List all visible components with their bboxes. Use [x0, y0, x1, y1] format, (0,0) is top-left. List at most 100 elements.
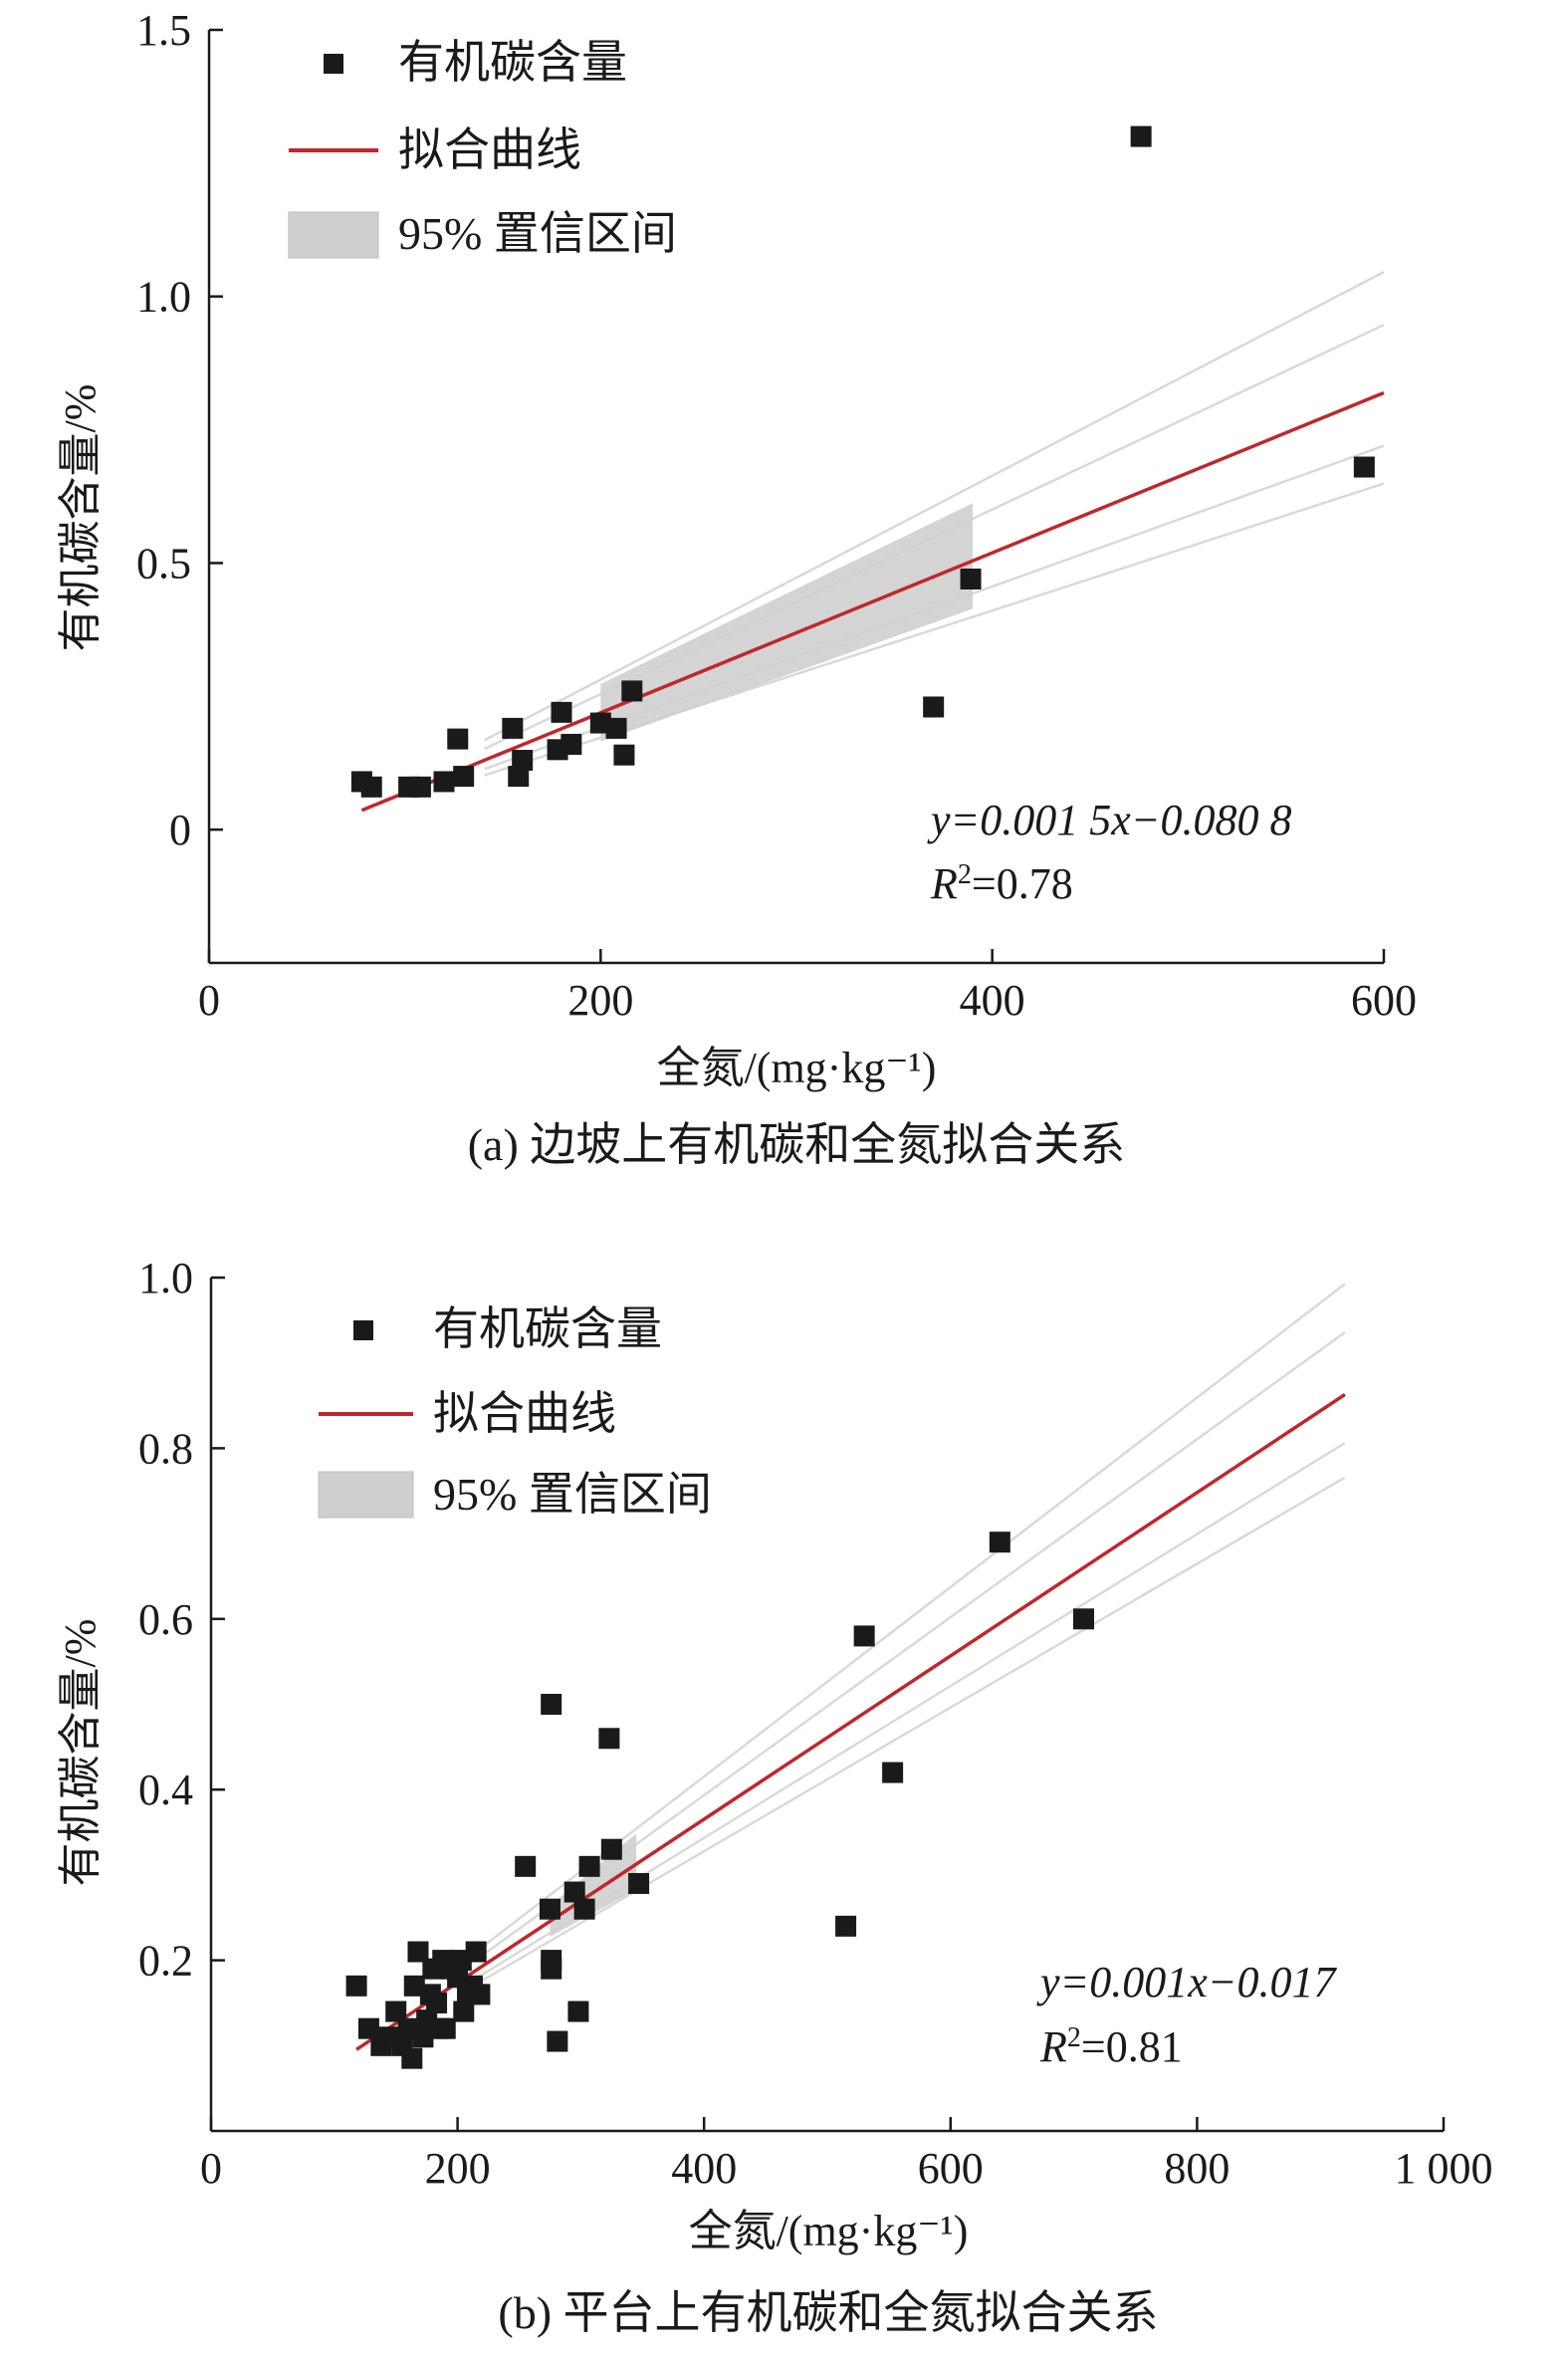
- confidence-band-fill: [600, 503, 973, 742]
- x-tick-label: 600: [1351, 976, 1417, 1025]
- legend-label-band-b: 95% 置信区间: [433, 1469, 712, 1520]
- equation-a: y=0.001 5x−0.080 8: [927, 796, 1291, 844]
- legend-label-fit-a: 拟合曲线: [398, 124, 581, 175]
- x-axis-title-a: 全氮/(mg·kg⁻¹): [657, 1044, 937, 1092]
- legend-marker-points-b: [353, 1320, 373, 1340]
- fit-line-b: [355, 1393, 1346, 2051]
- legend-label-points-a: 有机碳含量: [398, 37, 627, 88]
- y-ticks-b: 0.2 0.4 0.6 0.8 1.0: [138, 1254, 225, 1986]
- r-squared-value-a: =0.78: [972, 859, 1073, 908]
- legend-b: 有机碳含量 拟合曲线 95% 置信区间: [318, 1303, 712, 1520]
- y-tick-label: 0.8: [138, 1424, 193, 1473]
- fit-line-path: [360, 390, 1385, 813]
- data-point: [1073, 1608, 1095, 1630]
- y-tick-label: 0.2: [138, 1937, 193, 1986]
- r-squared-symbol-a: R: [930, 859, 958, 908]
- data-point: [541, 1694, 562, 1715]
- legend-label-points-b: 有机碳含量: [433, 1303, 662, 1354]
- y-axis-title-a: 有机碳含量/%: [56, 384, 105, 652]
- data-point: [403, 1975, 425, 1997]
- data-point: [401, 2047, 423, 2069]
- x-tick-label: 800: [1164, 2144, 1230, 2193]
- caption-a: (a) 边坡上有机碳和全氮拟合关系: [468, 1119, 1126, 1170]
- y-axis-title-b: 有机碳含量/%: [56, 1619, 105, 1887]
- r-squared-superscript-b: 2: [1067, 2022, 1081, 2053]
- r-squared-b: R2=0.81: [1039, 2022, 1183, 2072]
- y-tick-label: 0.6: [138, 1595, 193, 1644]
- fit-line-a: [360, 390, 1385, 813]
- data-point: [539, 1898, 560, 1920]
- equation-b: y=0.001x−0.017: [1036, 1958, 1337, 2006]
- data-point: [407, 1941, 429, 1963]
- y-tick-label: 1.5: [136, 6, 191, 55]
- data-points-a: [350, 125, 1375, 798]
- y-tick-label: 1.0: [136, 273, 191, 322]
- legend-marker-band-b: [318, 1471, 414, 1519]
- data-point: [433, 771, 455, 793]
- x-tick-label: 600: [918, 2144, 984, 2193]
- data-point: [882, 1762, 904, 1783]
- x-tick-label: 400: [960, 976, 1025, 1025]
- data-point: [613, 744, 635, 766]
- data-point: [453, 2001, 475, 2022]
- data-point: [600, 1838, 622, 1860]
- r-squared-symbol-b: R: [1039, 2022, 1067, 2071]
- data-point: [385, 2001, 407, 2022]
- y-tick-label: 1.0: [138, 1254, 193, 1302]
- data-point: [453, 766, 475, 788]
- confidence-line: [484, 270, 1385, 742]
- data-point: [469, 1984, 491, 2005]
- legend-marker-band-a: [288, 211, 379, 259]
- data-point: [434, 2017, 456, 2039]
- x-ticks-b: 0 200 400 600 800 1 000: [200, 2117, 1493, 2193]
- data-point: [360, 776, 382, 798]
- data-point: [426, 1992, 448, 2013]
- data-point: [567, 2001, 589, 2022]
- data-point: [1353, 456, 1375, 478]
- data-point: [563, 1881, 585, 1903]
- confidence-line: [474, 1476, 1346, 1987]
- y-ticks-a: 0 0.5 1.0 1.5: [136, 6, 223, 854]
- data-point: [621, 680, 643, 702]
- legend-label-band-a: 95% 置信区间: [398, 208, 677, 259]
- panel-b: 0 200 400 600 800 1 000 0.2 0.4 0.6 0.8 1.0 有机碳含量…: [56, 1254, 1493, 2338]
- data-point: [465, 1941, 487, 1963]
- data-points-b: [345, 1532, 1095, 2069]
- data-point: [412, 2026, 434, 2048]
- data-point: [447, 728, 469, 750]
- data-point: [512, 750, 534, 772]
- data-point: [598, 1728, 620, 1750]
- x-tick-label: 400: [671, 2144, 737, 2193]
- confidence-band-a: [484, 270, 1385, 777]
- axes-b: [209, 1278, 1444, 2133]
- data-point: [541, 1958, 562, 1980]
- y-tick-label: 0: [169, 806, 191, 854]
- caption-b: (b) 平台上有机碳和全氮拟合关系: [498, 2287, 1158, 2338]
- y-tick-label: 0.5: [136, 539, 191, 588]
- data-point: [502, 717, 524, 739]
- x-tick-label: 200: [567, 976, 633, 1025]
- legend-label-fit-b: 拟合曲线: [433, 1388, 616, 1439]
- data-point: [923, 696, 945, 718]
- data-point: [508, 766, 530, 788]
- panel-a: 0 200 400 600 0 0.5 1.0 1.5 有机碳含量 拟合曲线 95% 置信区…: [56, 6, 1417, 1170]
- legend-a: 有机碳含量 拟合曲线 95% 置信区间: [288, 37, 677, 259]
- r-squared-value-b: =0.81: [1081, 2022, 1183, 2071]
- data-point: [409, 776, 431, 798]
- r-squared-a: R2=0.78: [930, 859, 1073, 909]
- data-point: [605, 717, 627, 739]
- data-point: [1130, 125, 1152, 147]
- data-point: [853, 1625, 875, 1647]
- data-point: [357, 2017, 379, 2039]
- r-squared-superscript-a: 2: [958, 859, 972, 890]
- data-point: [835, 1915, 857, 1937]
- data-point: [573, 1898, 595, 1920]
- legend-marker-points-a: [324, 54, 343, 74]
- x-ticks-a: 0 200 400 600: [198, 949, 1417, 1025]
- data-point: [628, 1872, 650, 1894]
- fit-line-path: [355, 1393, 1346, 2051]
- data-point: [515, 1855, 537, 1877]
- x-tick-label: 0: [198, 976, 220, 1025]
- data-point: [960, 568, 982, 590]
